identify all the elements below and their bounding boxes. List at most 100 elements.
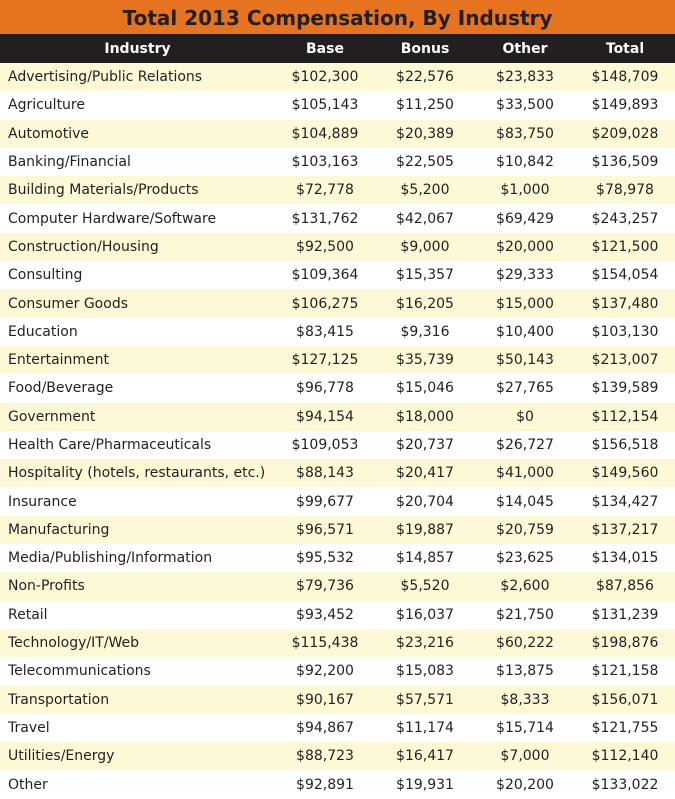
table-row: Utilities/Energy $88,723 $16,417 $7,000 $112… [0, 742, 675, 771]
base-cell: $93,452 [296, 606, 354, 623]
table-row: Manufacturing $96,571 $19,887 $20,759 $137,2… [0, 515, 675, 545]
total-cell: $112,140 [591, 748, 659, 765]
industry-cell: Computer Hardware/Software [8, 210, 217, 227]
industry-cell: Non-Profits [8, 578, 85, 595]
bonus-cell: $19,887 [396, 521, 454, 538]
bonus-cell: $5,200 [400, 182, 450, 199]
table-row: Construction/Housing $92,500 $9,000 $20,000… [0, 232, 675, 262]
base-cell: $94,154 [296, 408, 354, 425]
industry-cell: Agriculture [8, 97, 85, 114]
header-row: Industry Base Bonus Other Total [0, 34, 675, 63]
base-cell: $83,415 [296, 323, 354, 340]
base-cell: $72,778 [296, 182, 354, 199]
total-cell: $149,893 [591, 97, 659, 114]
table-row: Insurance $99,677 $20,704 $14,045 $134,427 [0, 487, 675, 515]
industry-cell: Food/Beverage [8, 380, 114, 397]
base-cell: $95,532 [296, 550, 354, 567]
industry-cell: Technology/IT/Web [8, 635, 140, 652]
industry-cell: Construction/Housing [8, 238, 159, 255]
base-cell: $96,571 [296, 521, 354, 538]
bonus-cell: $14,857 [396, 550, 454, 567]
table-row: Advertising/Public Relations $102,300 $22,… [0, 63, 675, 92]
total-cell: $121,158 [591, 663, 659, 680]
column-header-industry: Industry [104, 40, 171, 57]
bonus-cell: $9,000 [400, 238, 450, 255]
bonus-cell: $9,316 [400, 323, 450, 340]
industry-cell: Other [8, 776, 48, 793]
total-cell: $112,154 [591, 408, 659, 425]
industry-cell: Media/Publishing/Information [8, 550, 213, 567]
other-cell: $26,727 [496, 437, 554, 453]
table-title: Total 2013 Compensation, By Industry [0, 0, 675, 34]
other-cell: $50,143 [496, 352, 554, 369]
table-row: Computer Hardware/Software $131,762 $42,06… [0, 204, 675, 232]
bonus-cell: $57,571 [396, 691, 454, 708]
other-cell: $20,759 [496, 521, 554, 538]
industry-cell: Retail [8, 606, 48, 623]
total-cell: $134,427 [591, 493, 659, 510]
base-cell: $94,867 [296, 719, 354, 736]
total-cell: $198,876 [591, 635, 659, 652]
industry-cell: Insurance [8, 493, 77, 510]
industry-cell: Transportation [8, 691, 110, 708]
bonus-cell: $16,417 [396, 748, 454, 765]
industry-cell: Banking/Financial [8, 154, 131, 171]
table-row: Agriculture $105,143 $11,250 $33,500 $149,89… [0, 91, 675, 119]
total-cell: $148,709 [591, 69, 659, 86]
base-cell: $99,677 [296, 493, 354, 510]
industry-cell: Health Care/Pharmaceuticals [8, 437, 212, 453]
other-cell: $10,400 [496, 323, 554, 340]
base-cell: $92,500 [296, 238, 354, 255]
other-cell: $2,600 [500, 578, 550, 595]
table-row: Retail $93,452 $16,037 $21,750 $131,239 [0, 601, 675, 629]
other-cell: $0 [516, 408, 534, 425]
bonus-cell: $16,205 [396, 295, 454, 312]
industry-cell: Education [8, 323, 78, 340]
other-cell: $10,842 [496, 154, 554, 171]
other-cell: $21,750 [496, 606, 554, 623]
base-cell: $127,125 [291, 352, 359, 369]
total-cell: $121,755 [591, 719, 659, 736]
total-cell: $78,978 [596, 182, 654, 199]
table-body: Advertising/Public Relations $102,300 $22,… [0, 63, 675, 799]
other-cell: $20,000 [496, 238, 554, 255]
total-cell: $137,217 [591, 521, 659, 538]
base-cell: $90,167 [296, 691, 354, 708]
table-row: Transportation $90,167 $57,571 $8,333 $156,0… [0, 685, 675, 714]
base-cell: $109,053 [291, 437, 359, 453]
base-cell: $105,143 [291, 97, 359, 114]
base-cell: $131,762 [291, 210, 359, 227]
bonus-cell: $15,357 [396, 267, 454, 284]
total-cell: $136,509 [591, 154, 659, 171]
industry-cell: Travel [8, 719, 50, 736]
other-cell: $29,333 [496, 267, 554, 284]
base-cell: $96,778 [296, 380, 354, 397]
table-row: Media/Publishing/Information $95,532 $14,8… [0, 544, 675, 572]
table-row: Entertainment $127,125 $35,739 $50,143 $213,… [0, 345, 675, 375]
total-cell: $131,239 [591, 606, 659, 623]
table-row: Technology/IT/Web $115,438 $23,216 $60,222 $… [0, 628, 675, 658]
total-cell: $103,130 [591, 323, 659, 340]
other-cell: $14,045 [496, 493, 554, 510]
base-cell: $79,736 [296, 578, 354, 595]
bonus-cell: $20,737 [396, 437, 454, 453]
total-cell: $243,257 [591, 210, 659, 227]
industry-cell: Manufacturing [8, 521, 110, 538]
other-cell: $41,000 [496, 465, 554, 482]
bonus-cell: $22,576 [396, 69, 454, 86]
other-cell: $33,500 [496, 97, 554, 114]
other-cell: $15,714 [496, 719, 554, 736]
column-header-base: Base [306, 40, 344, 57]
other-cell: $7,000 [500, 748, 550, 765]
other-cell: $27,765 [496, 380, 554, 397]
bonus-cell: $20,389 [396, 125, 454, 142]
other-cell: $69,429 [496, 210, 554, 227]
total-cell: $121,500 [591, 238, 659, 255]
bonus-cell: $16,037 [396, 606, 454, 623]
table-row: Building Materials/Products $72,778 $5,200… [0, 176, 675, 205]
other-cell: $23,833 [496, 69, 554, 86]
industry-cell: Utilities/Energy [8, 748, 115, 765]
total-cell: $137,480 [591, 295, 659, 312]
total-cell: $209,028 [591, 125, 659, 142]
base-cell: $103,163 [291, 154, 359, 171]
